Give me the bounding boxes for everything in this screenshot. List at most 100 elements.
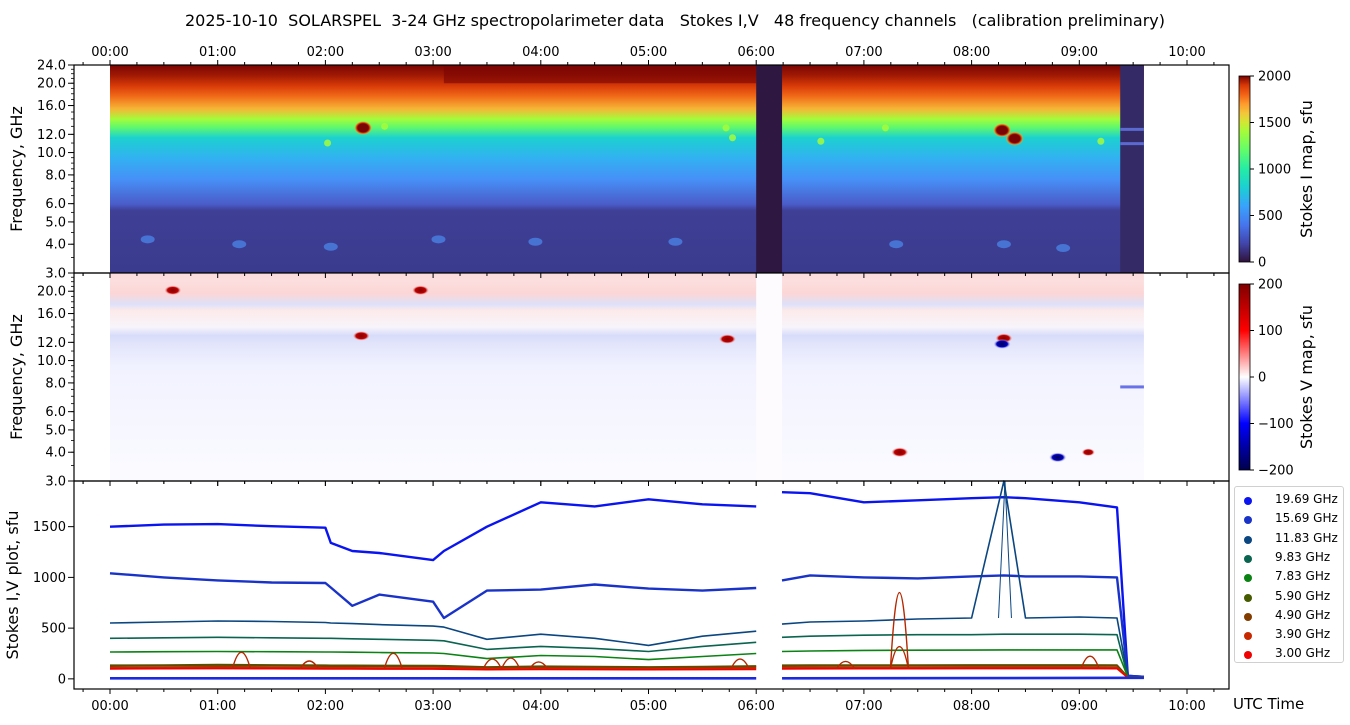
x-tick-label: 05:00 (630, 699, 667, 714)
y-tick-label: 20.0 (37, 285, 66, 300)
legend-item: 7.83 GHz (1235, 568, 1345, 586)
x-tick-label: 01:00 (199, 699, 236, 714)
stokes-v-peak (1080, 655, 1100, 669)
stokes-v-gap-band (1120, 385, 1144, 389)
colorbar-tick-label: −200 (1258, 464, 1294, 479)
legend-label: 3.00 GHz (1275, 646, 1331, 661)
legend-label: 4.90 GHz (1275, 607, 1331, 622)
series-line-783 (109, 649, 1144, 678)
legend-label: 9.83 GHz (1275, 549, 1331, 564)
y-tick-label: 16.0 (37, 307, 66, 322)
y-tick-label: 4.0 (45, 446, 66, 461)
x-tick-label: 04:00 (522, 45, 559, 60)
stokes-plot-ylabel: Stokes I,V plot, sfu (3, 511, 22, 660)
legend-item: 4.90 GHz (1235, 607, 1345, 625)
colorbar-tick-label: 1500 (1258, 116, 1291, 131)
stokes-v-colorbar: −200 −100 0 100 200 Stokes V map, sfu (1238, 278, 1316, 479)
x-tick-label: 00:00 (91, 699, 128, 714)
x-tick-label: 01:00 (199, 45, 236, 60)
stokes-i-spot (729, 134, 737, 142)
x-axis-label: UTC Time (1233, 695, 1304, 713)
stokes-v-trace (110, 676, 1144, 680)
stokes-v-panel: 3.0 4.0 5.0 6.0 8.0 10.0 12.0 16.0 20.0 Frequenc… (7, 272, 1230, 490)
x-tick-label: 08:00 (953, 699, 990, 714)
stokes-i-spot (722, 124, 730, 132)
y-tick-label: 10.0 (37, 146, 66, 161)
x-tick-label: 08:00 (953, 45, 990, 60)
stokes-i-spot (381, 122, 389, 130)
y-tick-label: 8.0 (45, 168, 66, 183)
stokes-v-peak (500, 657, 521, 669)
y-tick-label: 20.0 (37, 77, 66, 92)
legend-label: 11.83 GHz (1275, 530, 1338, 545)
colorbar-tick-label: −100 (1258, 417, 1294, 432)
x-tick-label: 02:00 (307, 699, 344, 714)
y-tick-label: 12.0 (37, 128, 66, 143)
stokes-v-feature (163, 285, 182, 296)
y-tick-label: 1500 (33, 520, 66, 535)
x-tick-label: 07:00 (845, 45, 882, 60)
stokes-i-low-spot (232, 240, 247, 249)
stokes-v-spectrogram (110, 273, 1144, 481)
stokes-i-spot (817, 137, 825, 145)
stokes-plot-panel: 00:00 01:00 02:00 03:00 04:00 05:00 06:00 07:00… (3, 480, 1304, 714)
stokes-i-data-gap (756, 65, 783, 273)
legend-marker-icon (1244, 612, 1252, 621)
colorbar-tick-label: 0 (1258, 371, 1266, 386)
y-tick-label: 1000 (33, 571, 66, 586)
legend-item: 19.69 GHz (1235, 491, 1345, 509)
x-tick-label: 09:00 (1061, 45, 1098, 60)
series-line-1569 (109, 572, 1144, 678)
series-line-1969 (109, 491, 1144, 678)
y-tick-label: 16.0 (37, 99, 66, 114)
stokes-v-peak (889, 592, 910, 669)
y-tick-label: 3.0 (45, 475, 66, 490)
stokes-i-spot (324, 139, 332, 147)
stokes-plot-frame (73, 480, 1230, 690)
y-tick-label: 8.0 (45, 376, 66, 391)
stokes-i-low-spot (431, 235, 446, 244)
stokes-i-burst (1005, 131, 1024, 146)
colorbar-tick-label: 100 (1258, 324, 1283, 339)
stokes-i-low-spot (889, 240, 904, 249)
legend-item: 3.00 GHz (1235, 645, 1345, 663)
stokes-i-low-spot (668, 237, 683, 246)
stokes-i-burst (993, 123, 1012, 138)
x-tick-label: 04:00 (522, 699, 559, 714)
legend-label: 5.90 GHz (1275, 588, 1331, 603)
y-tick-label: 3.0 (45, 267, 66, 282)
stokes-i-panel: 00:00 01:00 02:00 03:00 04:00 05:00 06:00 07:00… (7, 45, 1230, 282)
colorbar-tick-label: 2000 (1258, 70, 1291, 85)
y-tick-label: 24.0 (37, 59, 66, 74)
legend-label: 7.83 GHz (1275, 569, 1331, 584)
x-tick-label: 10:00 (1168, 45, 1205, 60)
y-tick-label: 12.0 (37, 336, 66, 351)
stokes-v-peak (299, 660, 319, 670)
legend-label: 3.90 GHz (1275, 627, 1331, 642)
stokes-v-feature (1081, 448, 1096, 457)
stokes-v-ylabel: Frequency, GHz (7, 314, 26, 440)
legend-item: 9.83 GHz (1235, 549, 1345, 567)
y-tick-label: 5.0 (45, 215, 66, 230)
x-tick-label: 09:00 (1061, 699, 1098, 714)
stokes-v-peak (889, 646, 910, 669)
y-tick-label: 0 (58, 672, 66, 687)
stokes-v-data-gap (756, 273, 783, 481)
stokes-i-low-spot (996, 240, 1011, 249)
legend-item: 15.69 GHz (1235, 510, 1345, 528)
figure-title: 2025-10-10 SOLARSPEL 3-24 GHz spectropol… (185, 11, 1165, 30)
x-tick-label: 03:00 (414, 45, 451, 60)
stokes-i-data-gap (1120, 65, 1144, 273)
legend-marker-icon (1244, 516, 1252, 525)
y-tick-label: 500 (41, 622, 66, 637)
legend-marker-icon (1244, 593, 1252, 602)
x-tick-label: 10:00 (1168, 699, 1205, 714)
x-tick-label: 06:00 (737, 45, 774, 60)
stokes-i-low-spot (528, 237, 543, 246)
y-tick-label: 6.0 (45, 197, 66, 212)
colorbar-tick-label: 500 (1258, 209, 1283, 224)
stokes-i-spot (1097, 137, 1105, 145)
stokes-v-peak (482, 658, 502, 670)
stokes-v-feature (1048, 452, 1067, 463)
